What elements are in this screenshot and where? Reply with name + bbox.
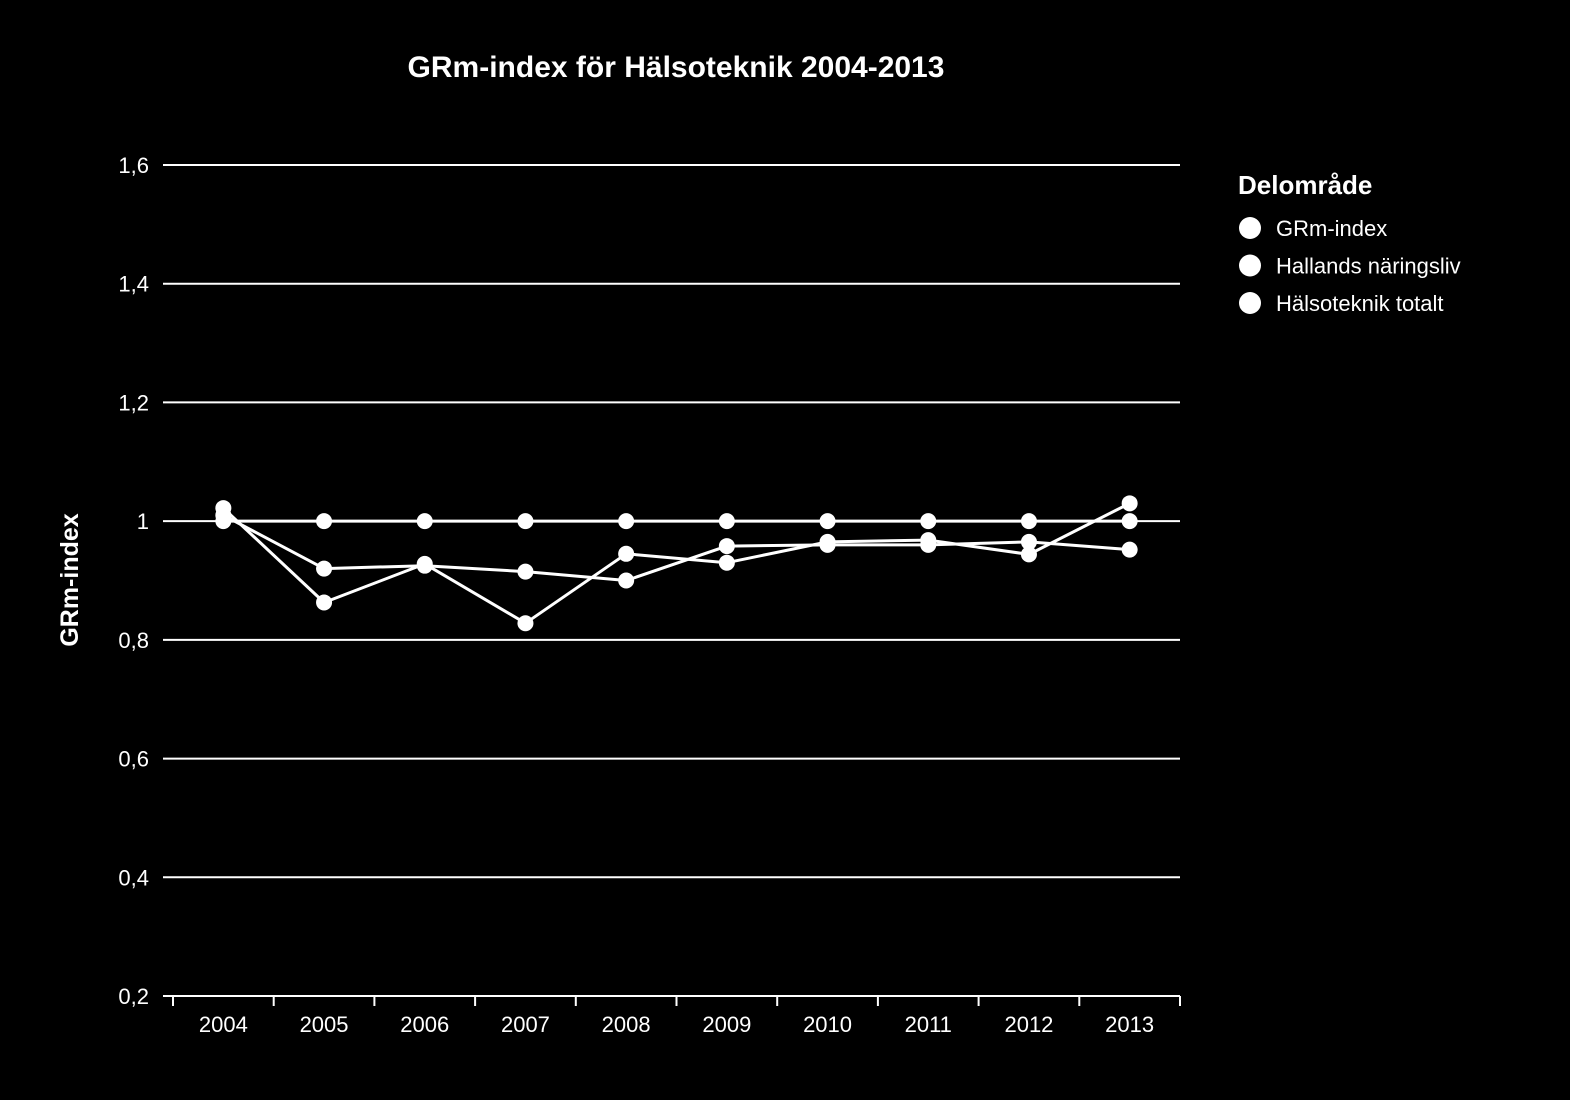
data-point bbox=[920, 532, 937, 549]
y-tick-label: 1 bbox=[137, 509, 149, 534]
y-tick-label: 1,4 bbox=[118, 272, 149, 297]
series-line bbox=[222, 501, 1131, 625]
data-point bbox=[718, 554, 735, 571]
y-tick-label: 0,4 bbox=[118, 865, 149, 890]
y-tick-label: 1,2 bbox=[118, 390, 149, 415]
x-tick-label: 2011 bbox=[905, 1012, 952, 1037]
x-tick-label: 2004 bbox=[199, 1012, 248, 1037]
x-tick-label: 2007 bbox=[501, 1012, 550, 1037]
series-line bbox=[222, 513, 1130, 582]
series-1 bbox=[215, 513, 1138, 530]
x-tick-label: 2005 bbox=[300, 1012, 349, 1037]
data-point bbox=[316, 594, 333, 611]
x-axis: 2004 2005 2006 2007 2008 2009 2010 2011 2012 2013 bbox=[163, 995, 1181, 1037]
y-axis: 0,2 0,4 0,6 0,8 1 1,2 1,4 1,6 bbox=[118, 153, 149, 1009]
y-tick-label: 0,6 bbox=[118, 747, 149, 772]
legend-label: Hälsoteknik totalt bbox=[1276, 291, 1444, 316]
y-tick-label: 1,6 bbox=[118, 153, 149, 178]
legend-item: GRm-index bbox=[1239, 216, 1387, 241]
data-point bbox=[618, 572, 635, 589]
legend-marker bbox=[1239, 292, 1261, 314]
legend-label: GRm-index bbox=[1276, 216, 1387, 241]
series-3 bbox=[215, 495, 1138, 632]
x-tick-label: 2008 bbox=[602, 1012, 651, 1037]
series-2 bbox=[215, 507, 1138, 589]
data-point bbox=[718, 513, 735, 530]
data-point bbox=[718, 538, 735, 555]
y-axis-title: GRm-index bbox=[56, 513, 84, 646]
x-tick-label: 2009 bbox=[702, 1012, 751, 1037]
data-point bbox=[819, 513, 836, 530]
data-point bbox=[920, 513, 937, 530]
legend-item: Hallands näringsliv bbox=[1239, 254, 1461, 279]
data-point bbox=[1121, 495, 1138, 512]
data-point bbox=[517, 563, 534, 580]
data-point bbox=[1121, 541, 1138, 558]
data-point bbox=[1020, 533, 1037, 550]
series-layer bbox=[215, 495, 1138, 632]
x-tick-label: 2012 bbox=[1004, 1012, 1053, 1037]
data-point bbox=[819, 533, 836, 550]
legend: Delområde GRm-index Hallands näringsliv Hä… bbox=[1238, 170, 1461, 316]
data-point bbox=[416, 513, 433, 530]
x-tick-label: 2006 bbox=[400, 1012, 449, 1037]
y-tick-label: 0,2 bbox=[118, 984, 149, 1009]
data-point bbox=[618, 513, 635, 530]
data-point bbox=[416, 555, 433, 572]
x-tick-label: 2010 bbox=[803, 1012, 852, 1037]
legend-title: Delområde bbox=[1238, 170, 1372, 200]
x-tick-label: 2013 bbox=[1105, 1012, 1154, 1037]
legend-marker bbox=[1239, 217, 1261, 239]
legend-marker bbox=[1239, 254, 1261, 277]
data-point bbox=[517, 615, 534, 632]
legend-item: Hälsoteknik totalt bbox=[1239, 291, 1444, 316]
chart-title: GRm-index för Hälsoteknik 2004-2013 bbox=[408, 51, 945, 84]
data-point bbox=[1020, 546, 1037, 563]
data-point bbox=[1121, 513, 1138, 530]
data-point bbox=[618, 545, 635, 562]
data-point bbox=[215, 500, 232, 517]
legend-label: Hallands näringsliv bbox=[1276, 254, 1461, 279]
data-point bbox=[316, 513, 333, 530]
data-point bbox=[316, 560, 333, 577]
data-point bbox=[517, 513, 534, 530]
y-tick-label: 0,8 bbox=[118, 628, 149, 653]
data-point bbox=[1020, 513, 1037, 530]
